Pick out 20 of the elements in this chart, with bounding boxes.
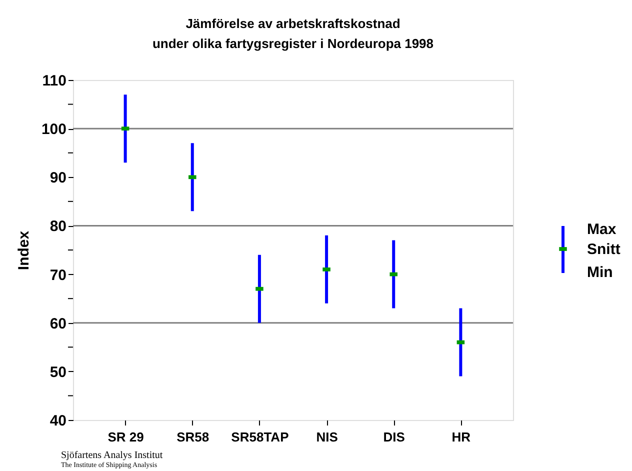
y-tick-label: 40 xyxy=(50,412,66,430)
y-tick-label: 70 xyxy=(50,266,66,284)
y-tick-label: 110 xyxy=(42,72,66,90)
y-tick-label: 50 xyxy=(50,364,66,381)
y-tick-label: 100 xyxy=(41,121,66,138)
y-axis-title: Index xyxy=(15,230,32,270)
text: Sjöfartens Analys Institut xyxy=(61,450,163,461)
x-tick-label: HR xyxy=(452,430,472,444)
y-tick-label: 80 xyxy=(50,218,66,236)
x-tick-label: SR 29 xyxy=(108,430,144,444)
x-tick-label: SR58 xyxy=(176,430,210,444)
x-tick-label: DIS xyxy=(383,430,406,444)
text: Min xyxy=(587,264,613,281)
legend-label: Snitt xyxy=(587,241,620,258)
y-tick-label: 60 xyxy=(50,315,66,332)
text: Max xyxy=(587,221,617,238)
y-tick-label: 90 xyxy=(50,170,66,187)
chart-title: Jämförelse av arbetskraftskostnad under olika fartygsregister i Nordeuropa 1998 xyxy=(152,16,434,51)
x-tick-label: NIS xyxy=(316,430,338,444)
x-tick-label: SR58TAP xyxy=(231,430,290,444)
